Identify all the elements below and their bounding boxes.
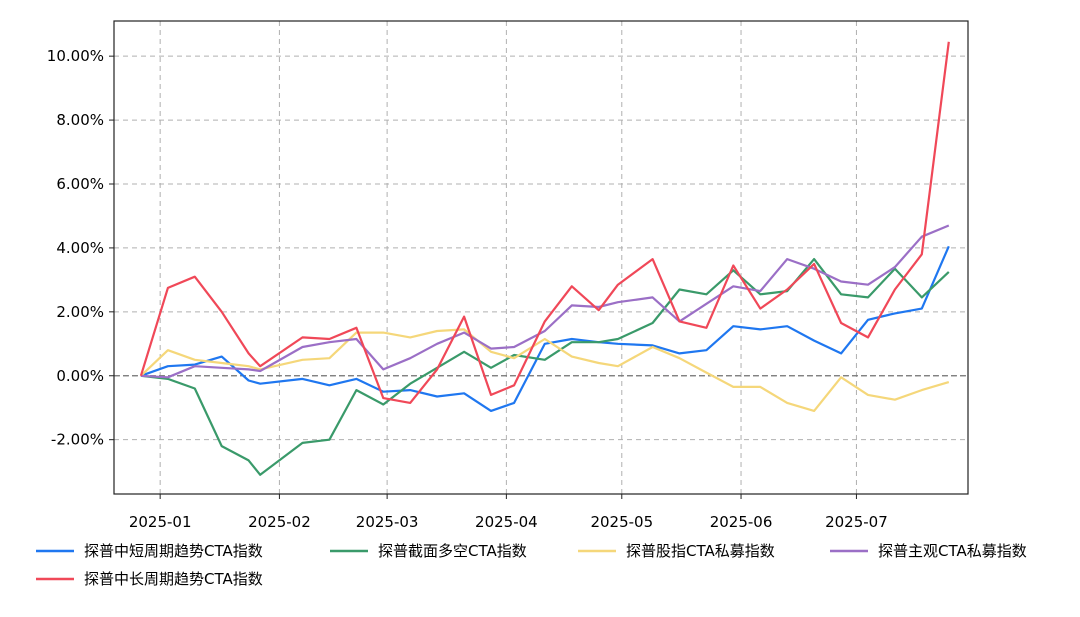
y-tick-label: 0.00% bbox=[56, 367, 104, 385]
x-tick-label: 2025-03 bbox=[356, 513, 419, 531]
legend-label: 探普主观CTA私募指数 bbox=[878, 542, 1027, 560]
series-line-0 bbox=[140, 245, 950, 412]
legend-label: 探普截面多空CTA指数 bbox=[378, 542, 527, 560]
legend-item: 探普中长周期趋势CTA指数 bbox=[36, 570, 263, 588]
y-tick-label: -2.00% bbox=[51, 431, 104, 449]
series-line-2 bbox=[140, 328, 950, 412]
x-tick-label: 2025-05 bbox=[590, 513, 653, 531]
grid-lines bbox=[114, 21, 968, 494]
y-tick-label: 6.00% bbox=[56, 175, 104, 193]
legend-item: 探普股指CTA私募指数 bbox=[578, 542, 775, 560]
legend-item: 探普中短周期趋势CTA指数 bbox=[36, 542, 263, 560]
legend-item: 探普主观CTA私募指数 bbox=[830, 542, 1027, 560]
y-tick-label: 2.00% bbox=[56, 303, 104, 321]
legend-label: 探普中短周期趋势CTA指数 bbox=[84, 542, 263, 560]
legend: 探普中短周期趋势CTA指数 探普截面多空CTA指数 探普股指CTA私募指数 探普主观C… bbox=[36, 542, 1027, 588]
x-tick-label: 2025-01 bbox=[129, 513, 192, 531]
series-lines bbox=[139, 41, 950, 476]
series-line-4 bbox=[139, 41, 950, 404]
series-line-1 bbox=[140, 258, 950, 476]
legend-item: 探普截面多空CTA指数 bbox=[330, 542, 527, 560]
x-tick-label: 2025-06 bbox=[710, 513, 773, 531]
x-tick-label: 2025-04 bbox=[475, 513, 538, 531]
legend-label: 探普中长周期趋势CTA指数 bbox=[84, 570, 263, 588]
y-tick-label: 10.00% bbox=[47, 47, 104, 65]
y-tick-label: 8.00% bbox=[56, 111, 104, 129]
legend-label: 探普股指CTA私募指数 bbox=[626, 542, 775, 560]
x-tick-label: 2025-07 bbox=[825, 513, 888, 531]
y-tick-label: 4.00% bbox=[56, 239, 104, 257]
x-axis-ticks: 2025-01 2025-02 2025-03 2025-04 2025-05 2025-… bbox=[129, 494, 888, 531]
x-tick-label: 2025-02 bbox=[248, 513, 311, 531]
series-line-3 bbox=[140, 224, 950, 379]
y-axis-ticks: -2.00% 0.00% 2.00% 4.00% 6.00% 8.00% 10.00% bbox=[47, 47, 114, 449]
plot-frame bbox=[113, 20, 969, 495]
